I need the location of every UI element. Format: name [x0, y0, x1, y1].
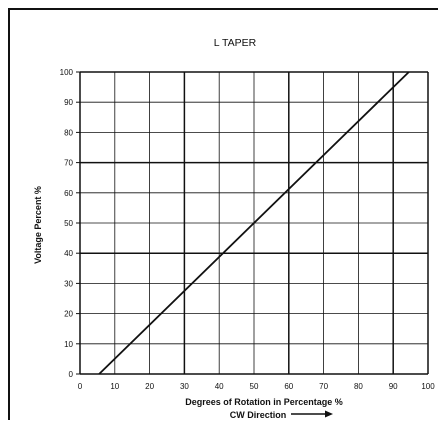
x-tick-label: 30 [180, 382, 189, 391]
y-tick-label: 90 [64, 98, 73, 107]
y-tick-label: 20 [64, 310, 73, 319]
chart-title: L TAPER [214, 37, 257, 49]
x-tick-label: 90 [389, 382, 398, 391]
x-tick-label: 10 [110, 382, 119, 391]
chart-grid [76, 71, 429, 375]
chart-frame [8, 8, 438, 420]
y-tick-label: 60 [64, 189, 73, 198]
y-tick-label: 100 [60, 68, 74, 77]
data-series [98, 71, 410, 375]
y-tick-label: 70 [64, 159, 73, 168]
x-tick-label: 0 [78, 382, 83, 391]
series-line [98, 71, 410, 375]
y-tick-label: 80 [64, 128, 73, 137]
x-tick-label: 40 [215, 382, 224, 391]
direction-arrow [291, 410, 333, 418]
y-axis-label: Voltage Percent % [33, 186, 43, 264]
x-tick-label: 70 [319, 382, 328, 391]
y-tick-label: 30 [64, 279, 73, 288]
x-axis-label: Degrees of Rotation in Percentage % [185, 397, 343, 407]
tick-labels: 0 10 20 30 40 50 60 70 80 90 100 0 10 20 30 40 50 60 70 80 9… [60, 68, 436, 391]
x-tick-label: 20 [145, 382, 154, 391]
y-tick-label: 10 [64, 340, 73, 349]
y-tick-label: 50 [64, 219, 73, 228]
x-tick-label: 100 [421, 382, 435, 391]
y-tick-label: 0 [69, 370, 74, 379]
x-tick-label: 60 [284, 382, 293, 391]
x-tick-label: 80 [354, 382, 363, 391]
y-tick-label: 40 [64, 249, 73, 258]
x-axis-sublabel: CW Direction [230, 410, 287, 420]
x-tick-label: 50 [250, 382, 259, 391]
